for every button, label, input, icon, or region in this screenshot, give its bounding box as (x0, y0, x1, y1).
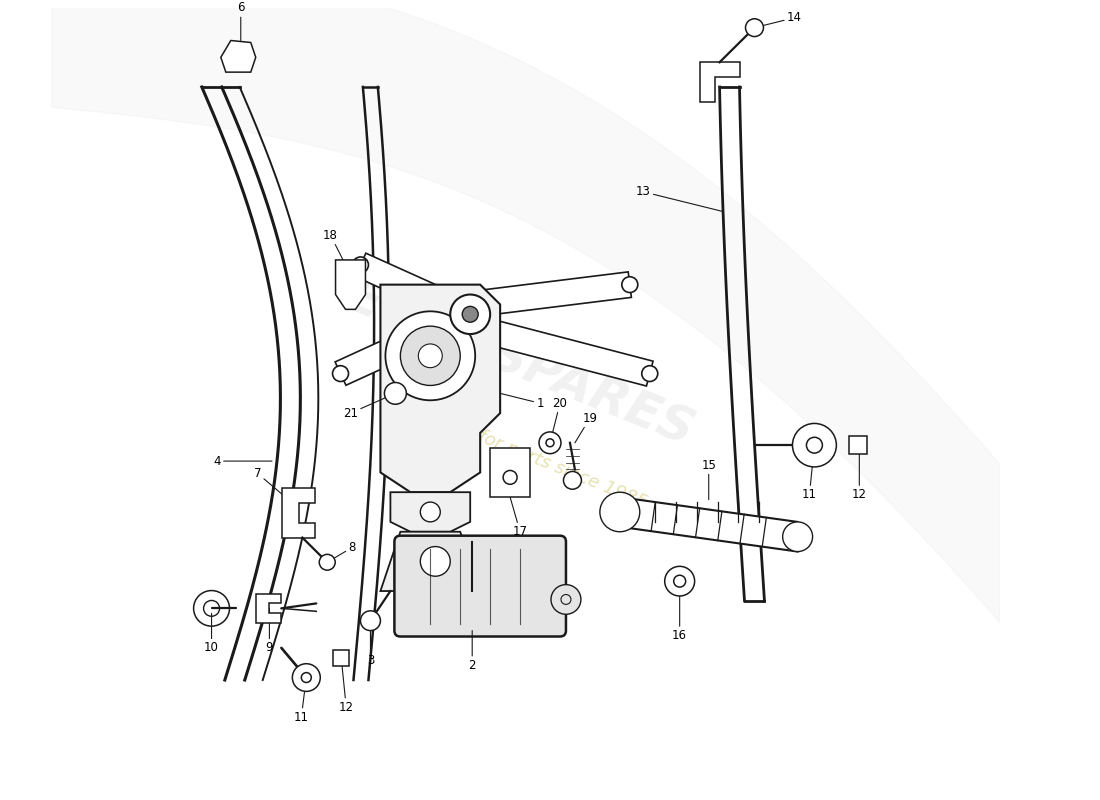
Circle shape (563, 471, 582, 490)
Text: 14: 14 (755, 11, 802, 28)
Circle shape (450, 294, 491, 334)
Polygon shape (336, 260, 365, 310)
Text: 3: 3 (366, 621, 374, 666)
Circle shape (452, 316, 469, 332)
Circle shape (293, 664, 320, 691)
Text: 11: 11 (802, 445, 817, 501)
Polygon shape (336, 302, 475, 386)
Circle shape (361, 611, 381, 630)
Polygon shape (381, 532, 481, 591)
Polygon shape (381, 285, 500, 492)
Circle shape (600, 492, 640, 532)
Circle shape (400, 326, 460, 386)
Text: 7: 7 (254, 467, 293, 503)
Polygon shape (700, 62, 739, 102)
Polygon shape (491, 448, 530, 497)
Text: 19: 19 (575, 411, 597, 442)
Text: 6: 6 (236, 2, 244, 41)
Circle shape (462, 306, 478, 322)
Text: 17: 17 (510, 497, 528, 538)
Circle shape (621, 277, 638, 293)
Text: 15: 15 (702, 458, 716, 500)
Text: EUROSPARES: EUROSPARES (339, 272, 701, 455)
Circle shape (332, 366, 349, 382)
Circle shape (204, 601, 220, 616)
Circle shape (420, 546, 450, 576)
Polygon shape (256, 594, 282, 623)
Text: 16: 16 (672, 596, 688, 642)
Circle shape (462, 306, 478, 322)
Polygon shape (221, 41, 255, 72)
Polygon shape (456, 312, 653, 386)
Text: 13: 13 (636, 186, 723, 211)
Polygon shape (619, 497, 798, 551)
Text: 12: 12 (851, 445, 867, 501)
Circle shape (664, 566, 694, 596)
Text: 4: 4 (213, 454, 272, 467)
Circle shape (551, 585, 581, 614)
Text: 10: 10 (205, 614, 219, 654)
Circle shape (746, 18, 763, 37)
Polygon shape (849, 436, 867, 454)
Text: 18: 18 (323, 229, 351, 274)
Text: 11: 11 (294, 678, 309, 723)
Circle shape (420, 502, 440, 522)
Text: 21: 21 (343, 394, 395, 420)
Circle shape (641, 366, 658, 382)
Text: 12: 12 (339, 658, 354, 714)
Polygon shape (469, 272, 631, 317)
FancyBboxPatch shape (395, 536, 566, 637)
Circle shape (385, 311, 475, 400)
Circle shape (194, 590, 230, 626)
Text: 1: 1 (500, 394, 543, 410)
Circle shape (352, 257, 368, 273)
Circle shape (462, 306, 478, 322)
Text: 20: 20 (550, 397, 568, 442)
Polygon shape (390, 492, 470, 532)
Polygon shape (333, 650, 349, 666)
Circle shape (418, 344, 442, 368)
Circle shape (462, 297, 478, 312)
Text: 5: 5 (386, 434, 434, 448)
Text: 2: 2 (469, 630, 476, 672)
Circle shape (783, 522, 813, 551)
Circle shape (539, 432, 561, 454)
Circle shape (792, 423, 836, 467)
Polygon shape (355, 253, 475, 326)
Text: 9: 9 (266, 608, 273, 654)
Circle shape (384, 382, 406, 404)
Text: 8: 8 (327, 541, 356, 562)
Polygon shape (283, 488, 316, 538)
Circle shape (319, 554, 336, 570)
Text: a passion for parts since 1985: a passion for parts since 1985 (390, 394, 649, 512)
